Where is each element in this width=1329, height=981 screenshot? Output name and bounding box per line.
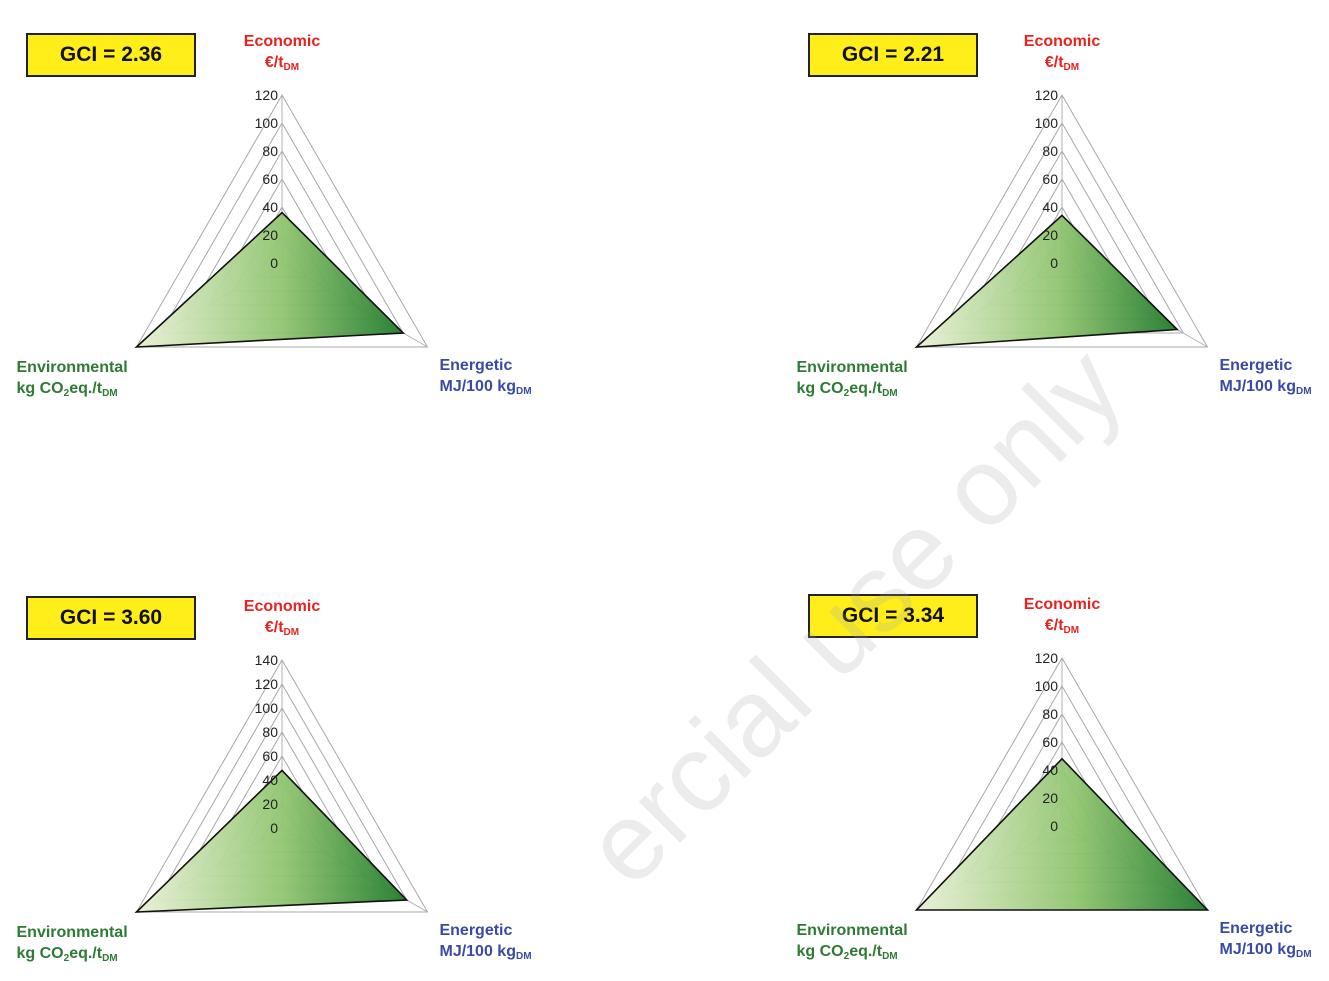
tick-label: 40 — [262, 199, 278, 215]
tick-label: 20 — [1042, 227, 1058, 243]
tick-label: 80 — [1042, 706, 1058, 722]
tick-label: 0 — [270, 820, 278, 836]
tick-label: 60 — [262, 748, 278, 764]
tick-label: 120 — [1035, 650, 1059, 666]
grid-ring — [915, 94, 1209, 348]
tick-label: 40 — [1042, 199, 1058, 215]
axis-label-energetic: Energetic MJ/100 kgDM — [1219, 918, 1311, 965]
axis-label-energetic: Energetic MJ/100 kgDM — [439, 355, 531, 402]
environmental-unit: kg CO2eq./tDM — [796, 943, 898, 962]
environmental-name: Environmental — [796, 922, 908, 939]
data-polygon — [914, 757, 1210, 911]
tick-label: 60 — [1042, 734, 1058, 750]
axis-label-environmental: Environmental kg CO2eq./tDM — [797, 920, 908, 967]
radar-chart-2: 0 20 40 60 80 100 120 — [914, 87, 1209, 348]
gci-annotation: GCI = 3.34 — [808, 594, 978, 638]
grid-ring — [135, 659, 429, 913]
energetic-name: Energetic — [439, 357, 513, 374]
tick-label: 100 — [1035, 678, 1059, 694]
economic-name: Economic — [243, 598, 321, 615]
economic-unit: €/tDM — [1044, 617, 1080, 636]
axis-label-economic: Economic €/tDM — [1012, 594, 1112, 641]
economic-unit: €/tDM — [264, 54, 300, 73]
tick-label: 120 — [255, 676, 279, 692]
energetic-unit: MJ/100 kgDM — [1219, 941, 1312, 960]
tick-label: 80 — [262, 724, 278, 740]
radar-chart-3: 0 20 40 60 80 100 120 140 — [134, 652, 429, 913]
axis-label-environmental: Environmental kg CO2eq./tDM — [797, 357, 908, 404]
tick-label: 40 — [1042, 762, 1058, 778]
axis-label-energetic: Energetic MJ/100 kgDM — [439, 920, 531, 967]
axis-label-economic: Economic €/tDM — [1012, 31, 1112, 78]
gci-annotation: GCI = 2.21 — [808, 33, 978, 77]
gci-annotation: GCI = 2.36 — [26, 33, 196, 77]
tick-label: 120 — [255, 87, 279, 103]
tick-label: 100 — [1035, 115, 1059, 131]
radar-chart-1: 0 20 40 60 80 100 120 — [134, 87, 429, 348]
data-polygon — [134, 211, 406, 348]
tick-label: 0 — [1050, 818, 1058, 834]
tick-label: 20 — [262, 227, 278, 243]
tick-label: 140 — [255, 652, 279, 668]
tick-label: 80 — [262, 143, 278, 159]
economic-name: Economic — [1023, 33, 1101, 50]
economic-unit: €/tDM — [264, 619, 300, 638]
tick-label: 20 — [262, 796, 278, 812]
tick-label: 60 — [1042, 171, 1058, 187]
environmental-name: Environmental — [16, 924, 128, 941]
economic-name: Economic — [1023, 596, 1101, 613]
tick-label: 40 — [262, 772, 278, 788]
gci-annotation: GCI = 3.60 — [26, 596, 196, 640]
economic-name: Economic — [243, 33, 321, 50]
tick-label: 60 — [262, 171, 278, 187]
environmental-unit: kg CO2eq./tDM — [796, 380, 898, 399]
axis-label-energetic: Energetic MJ/100 kgDM — [1219, 355, 1311, 402]
tick-label: 100 — [255, 700, 279, 716]
axis-label-economic: Economic €/tDM — [232, 31, 332, 78]
environmental-unit: kg CO2eq./tDM — [16, 945, 118, 964]
axis-label-economic: Economic €/tDM — [232, 596, 332, 643]
energetic-unit: MJ/100 kgDM — [439, 378, 532, 397]
axis-label-environmental: Environmental kg CO2eq./tDM — [17, 922, 128, 969]
axis-label-environmental: Environmental kg CO2eq./tDM — [17, 357, 128, 404]
energetic-name: Energetic — [1219, 920, 1293, 937]
energetic-name: Energetic — [1219, 357, 1293, 374]
tick-label: 20 — [1042, 790, 1058, 806]
environmental-unit: kg CO2eq./tDM — [16, 380, 118, 399]
environmental-name: Environmental — [16, 359, 128, 376]
energetic-unit: MJ/100 kgDM — [439, 943, 532, 962]
energetic-unit: MJ/100 kgDM — [1219, 378, 1312, 397]
data-polygon — [134, 769, 409, 913]
tick-label: 120 — [1035, 87, 1059, 103]
economic-unit: €/tDM — [1044, 54, 1080, 73]
tick-label: 0 — [270, 255, 278, 271]
grid-ring — [135, 94, 429, 348]
radar-chart-4: 0 20 40 60 80 100 120 — [914, 650, 1210, 911]
tick-label: 100 — [255, 115, 279, 131]
environmental-name: Environmental — [796, 359, 908, 376]
tick-label: 0 — [1050, 255, 1058, 271]
tick-label: 80 — [1042, 143, 1058, 159]
data-polygon — [914, 214, 1180, 348]
energetic-name: Energetic — [439, 922, 513, 939]
